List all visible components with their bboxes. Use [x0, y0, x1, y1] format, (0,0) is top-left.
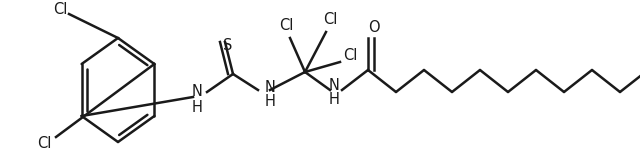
Text: H: H — [328, 93, 339, 108]
Text: H: H — [264, 95, 275, 110]
Text: Cl: Cl — [323, 13, 337, 28]
Text: N: N — [191, 85, 202, 100]
Text: Cl: Cl — [37, 136, 51, 151]
Text: N: N — [328, 77, 339, 93]
Text: N: N — [264, 79, 275, 95]
Text: Cl: Cl — [343, 47, 357, 62]
Text: Cl: Cl — [279, 18, 293, 33]
Text: O: O — [368, 21, 380, 36]
Text: H: H — [191, 100, 202, 115]
Text: Cl: Cl — [53, 3, 67, 18]
Text: S: S — [223, 38, 233, 52]
